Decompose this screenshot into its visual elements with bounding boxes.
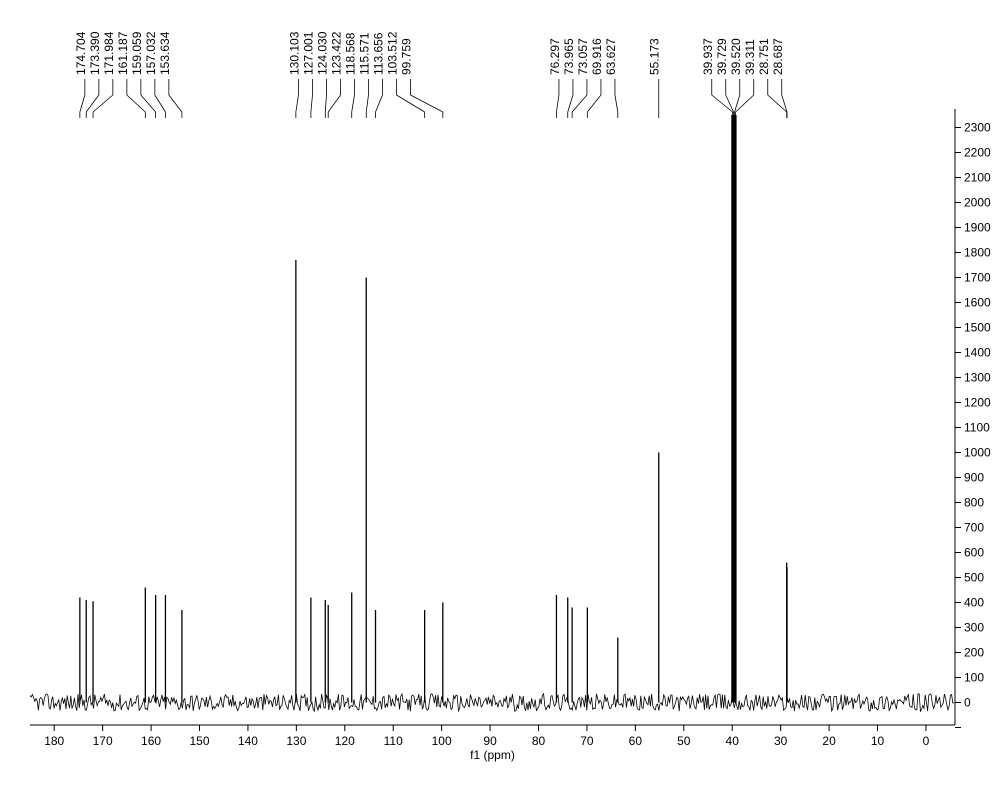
peak-label: 115.571: [357, 32, 371, 75]
x-tick-label: 70: [580, 734, 594, 748]
peak-label-connector: [768, 95, 787, 112]
baseline-noise: [30, 694, 954, 711]
x-tick-label: 170: [93, 734, 113, 748]
peak-label-connector: [155, 95, 166, 112]
y-tick-label: 700: [964, 521, 984, 535]
peak-label: 123.422: [329, 31, 343, 75]
peak-label: 103.512: [385, 31, 399, 75]
peak-label-connector: [572, 95, 587, 112]
peak-label-connector: [93, 95, 113, 112]
x-tick-label: 160: [141, 734, 161, 748]
peak-label-connector: [366, 95, 368, 112]
x-tick-label: 150: [189, 734, 209, 748]
peak-label-connector: [352, 95, 355, 112]
peak-label: 39.311: [743, 39, 757, 75]
x-tick-label: 20: [822, 734, 836, 748]
x-axis-label: f1 (ppm): [470, 748, 515, 762]
y-tick-label: 2100: [964, 171, 991, 185]
peak-label: 157.032: [144, 31, 158, 75]
y-tick-label: 2200: [964, 146, 991, 160]
x-tick-label: 140: [238, 734, 258, 748]
y-tick-label: 0: [964, 696, 971, 710]
peak-label: 69.916: [590, 38, 604, 75]
peak-label-connector: [587, 95, 601, 112]
peak-label-connector: [736, 95, 754, 112]
y-tick-label: 400: [964, 596, 984, 610]
x-tick-label: 110: [384, 734, 403, 748]
y-tick-label: 1100: [964, 421, 990, 435]
y-tick-label: 1800: [964, 246, 991, 260]
peak-label-connector: [376, 95, 383, 112]
peak-label: 113.656: [371, 32, 385, 75]
y-tick-label: 1200: [964, 396, 991, 410]
x-tick-label: 50: [677, 734, 691, 748]
y-tick-label: 1300: [964, 371, 991, 385]
x-tick-label: 180: [44, 734, 64, 748]
x-tick-label: 90: [483, 734, 497, 748]
peak-label: 28.751: [757, 38, 771, 75]
peak-label: 73.965: [562, 38, 576, 75]
peak-label-connector: [410, 95, 442, 112]
peak-label-connector: [735, 95, 740, 112]
y-tick-label: 2000: [964, 196, 991, 210]
peak-label: 28.687: [771, 38, 785, 75]
x-tick-label: 100: [432, 734, 452, 748]
x-tick-label: 130: [286, 734, 306, 748]
peak-label: 39.937: [701, 38, 715, 75]
x-tick-label: 30: [774, 734, 788, 748]
nmr-spectrum-plot: 1801701601501401301201101009080706050403…: [0, 0, 1000, 787]
peak-label-connector: [615, 95, 618, 112]
peak-label: 173.390: [88, 31, 102, 75]
peak-label: 118.568: [343, 32, 357, 75]
y-tick-label: 2300: [964, 121, 991, 135]
peak-label: 73.057: [576, 38, 590, 75]
y-tick-label: 300: [964, 621, 984, 635]
x-tick-label: 120: [335, 734, 355, 748]
peak-label: 63.627: [604, 38, 618, 75]
peak-label-connector: [169, 95, 182, 112]
y-tick-label: 600: [964, 546, 984, 560]
y-tick-label: 500: [964, 571, 984, 585]
peak-label-connector: [568, 95, 573, 112]
peak-label-connector: [328, 95, 340, 112]
y-tick-label: 1400: [964, 346, 991, 360]
y-tick-label: 1500: [964, 321, 991, 335]
x-tick-label: 40: [726, 734, 740, 748]
peak-label-connector: [80, 95, 85, 112]
y-tick-label: 1900: [964, 221, 991, 235]
x-tick-label: 60: [629, 734, 643, 748]
peak-label: 130.103: [287, 31, 301, 75]
peak-label: 159.059: [130, 31, 144, 75]
peak-label: 153.634: [158, 31, 172, 75]
peak-label: 39.520: [729, 38, 743, 75]
y-tick-label: 800: [964, 496, 984, 510]
peak-label: 161.187: [116, 31, 130, 75]
y-tick-label: 1700: [964, 271, 991, 285]
y-tick-label: 100: [964, 671, 984, 685]
peak-label: 127.001: [301, 31, 315, 75]
peak-label: 99.759: [399, 38, 413, 75]
peak-label-connector: [296, 95, 299, 112]
x-tick-label: 80: [532, 734, 546, 748]
x-tick-label: 0: [923, 734, 930, 748]
y-tick-label: 200: [964, 646, 984, 660]
peak-label: 39.729: [715, 38, 729, 75]
y-tick-label: 900: [964, 471, 984, 485]
peak-label-connector: [311, 95, 313, 112]
peak-label-connector: [86, 95, 99, 112]
peak-label-connector: [325, 95, 326, 112]
peak-label: 55.173: [648, 38, 662, 75]
peak-label: 124.030: [315, 31, 329, 75]
y-tick-label: 1000: [964, 446, 991, 460]
peak-label-connector: [396, 95, 424, 112]
peak-label: 174.704: [74, 31, 88, 75]
peak-label-connector: [556, 95, 558, 112]
peak-label: 76.297: [548, 38, 562, 75]
y-tick-label: 1600: [964, 296, 991, 310]
x-tick-label: 10: [871, 734, 885, 748]
peak-label: 171.984: [102, 31, 116, 75]
